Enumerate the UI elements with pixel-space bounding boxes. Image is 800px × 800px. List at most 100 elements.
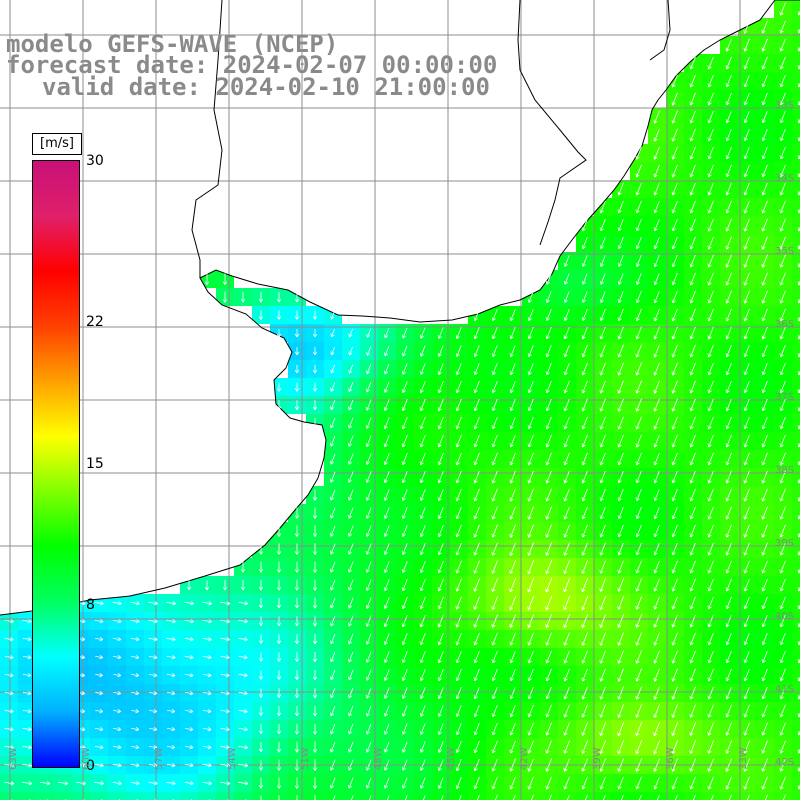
wind-arrow-head [798, 139, 800, 142]
wind-arrow-head [258, 622, 262, 626]
wind-arrow [167, 709, 175, 713]
wind-arrow [438, 434, 444, 448]
wind-arrow-head [491, 695, 494, 699]
wind-arrow-head [190, 639, 194, 642]
wind-arrow-head [117, 621, 122, 624]
wind-arrow-head [491, 659, 494, 663]
colorbar-tick-label: 0 [86, 758, 95, 774]
wind-arrow [690, 128, 696, 142]
wind-cell [36, 792, 54, 800]
wind-arrow-head [473, 389, 476, 393]
wind-arrow-head [744, 318, 748, 322]
wind-arrow-head [744, 390, 748, 394]
wind-arrow-head [654, 642, 658, 646]
wind-arrow-head [527, 624, 529, 628]
wind-arrow-head [708, 390, 712, 394]
wind-arrow-head [135, 709, 139, 712]
wind-arrow-head [762, 408, 766, 412]
wind-arrow-head [690, 282, 694, 286]
wind-arrow-head [635, 479, 638, 483]
wind-arrow-head [419, 713, 422, 717]
wind-arrow-head [99, 693, 103, 696]
wind-arrow-head [582, 714, 586, 718]
wind-cell [756, 792, 774, 800]
wind-arrow [564, 776, 570, 790]
wind-arrow-head [564, 643, 568, 646]
wind-arrow-head [527, 353, 530, 357]
wind-arrow [636, 686, 642, 700]
wind-arrow-head [47, 781, 51, 785]
wind-arrow-head [527, 497, 529, 502]
wind-arrow-head [672, 768, 676, 772]
longitude-label: 42W [519, 747, 530, 770]
wind-arrow-head [635, 227, 638, 231]
wind-arrow [438, 416, 444, 430]
wind-arrow-head [384, 426, 388, 430]
wind-arrow-head [797, 695, 800, 700]
wind-arrow-head [546, 714, 550, 718]
wind-arrow-head [510, 498, 514, 502]
wind-arrow [348, 705, 354, 717]
wind-arrow [528, 632, 534, 646]
wind-arrow-head [671, 425, 673, 430]
wind-arrow-head [172, 603, 176, 606]
wind-arrow-head [636, 444, 640, 448]
wind-arrow-head [278, 298, 282, 303]
wind-arrow [780, 686, 786, 700]
wind-arrow-head [260, 766, 264, 771]
wind-arrow [494, 794, 498, 800]
wind-arrow-head [419, 695, 422, 699]
wind-arrow-head [689, 281, 692, 286]
wind-arrow [654, 200, 660, 214]
wind-arrow-head [135, 639, 140, 642]
wind-arrow-head [546, 300, 550, 303]
wind-arrow-head [509, 479, 511, 484]
wind-arrow [635, 722, 643, 736]
wind-arrow [600, 686, 606, 700]
wind-arrow [546, 398, 552, 412]
wind-arrow [672, 128, 678, 142]
wind-arrow [402, 579, 408, 591]
wind-arrow-head [780, 12, 784, 16]
wind-arrow-head [402, 498, 406, 501]
wind-arrow [762, 92, 768, 106]
wind-arrow-head [312, 785, 316, 789]
wind-arrow-head [330, 442, 332, 447]
wind-arrow-head [708, 786, 712, 790]
wind-arrow-head [244, 745, 248, 749]
wind-arrow [202, 727, 212, 731]
wind-arrow-head [330, 640, 332, 644]
wind-arrow-head [726, 714, 730, 718]
wind-arrow-head [117, 639, 122, 642]
wind-arrow [384, 651, 390, 663]
wind-arrow-head [329, 568, 332, 573]
wind-arrow-head [510, 571, 514, 575]
wind-arrow [780, 182, 786, 196]
wind-arrow-head [671, 732, 673, 736]
wind-arrow-head [725, 65, 727, 70]
wind-arrow [22, 673, 32, 677]
wind-arrow [780, 380, 786, 394]
wind-arrow-head [366, 713, 370, 717]
wind-arrow [348, 723, 354, 735]
wind-arrow-head [402, 785, 406, 789]
wind-arrow-head [779, 245, 781, 250]
wind-arrow-head [599, 515, 602, 520]
wind-arrow [563, 614, 571, 628]
wind-arrow-head [797, 515, 799, 520]
wind-arrow-head [420, 696, 424, 699]
wind-arrow-head [618, 372, 622, 376]
wind-arrow [582, 416, 588, 430]
wind-arrow-head [172, 781, 176, 784]
wind-arrow [762, 633, 768, 645]
wind-arrow-head [314, 712, 318, 717]
wind-arrow [474, 632, 480, 646]
wind-arrow-head [725, 389, 728, 393]
wind-arrow-head [726, 264, 730, 268]
wind-arrow-head [797, 155, 800, 160]
wind-arrow-head [600, 607, 604, 611]
wind-arrow [708, 668, 714, 682]
wind-arrow [184, 619, 194, 623]
wind-arrow-head [330, 694, 332, 698]
wind-cell [594, 792, 612, 800]
